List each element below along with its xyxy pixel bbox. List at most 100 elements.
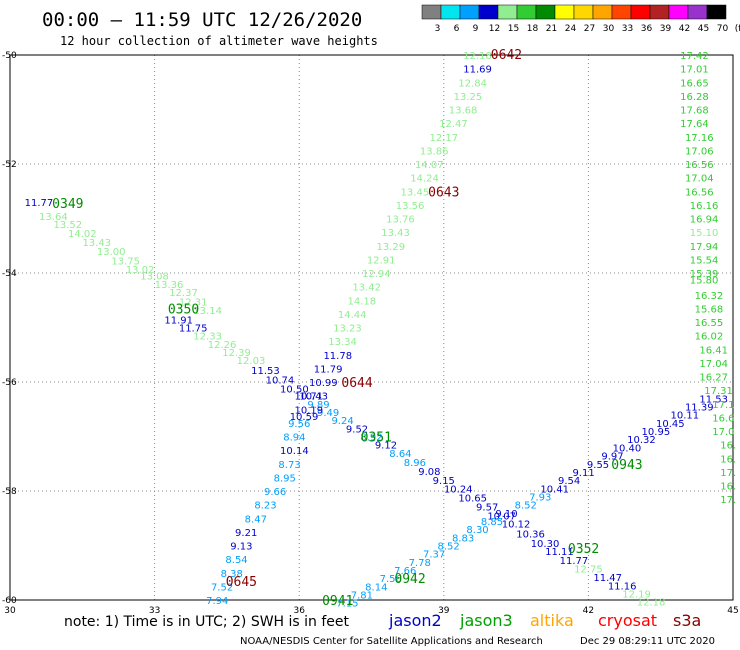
wave-height-value: 13.08 [140, 272, 169, 283]
wave-height-value: 10.95 [642, 427, 671, 438]
chart-title: 00:00 – 11:59 UTC 12/26/2020 [42, 9, 362, 31]
wave-height-value: 9.97 [601, 452, 623, 463]
wave-height-value: 13.25 [454, 92, 483, 103]
wave-height-value: 7.66 [394, 566, 416, 577]
wave-height-value: 10.07 [487, 512, 516, 523]
wave-height-value: 9.52 [346, 424, 368, 435]
wave-height-value: 11.53 [251, 366, 280, 377]
pass-time-label: 0644 [341, 376, 372, 391]
wave-height-value: 10.24 [444, 484, 473, 495]
wave-height-value: 11.39 [685, 403, 714, 414]
wave-height-value: 17.06 [685, 146, 714, 157]
wave-height-value: 10.45 [656, 419, 685, 430]
wave-height-value: 11.69 [463, 65, 492, 76]
wave-height-value: 13.68 [449, 106, 478, 117]
colorbar-label: 6 [454, 24, 460, 34]
legend-cryosat: cryosat [598, 611, 657, 630]
wave-height-value: 12.03 [237, 356, 266, 367]
x-tick-label: 36 [293, 606, 305, 616]
wave-height-value: 16.02 [695, 332, 724, 343]
wave-height-value: 8.54 [225, 555, 247, 566]
wave-height-value: 7.78 [409, 558, 431, 569]
wave-height-value: 12.84 [458, 78, 487, 89]
wave-height-value: 10.12 [502, 520, 531, 531]
wave-height-value: 14.44 [338, 310, 367, 321]
x-axis-ticks: 30 33 36 39 42 45 [4, 606, 738, 616]
wave-height-value: 17.68 [680, 106, 709, 117]
colorbar-label: 27 [584, 24, 595, 34]
wave-height-value: 10.14 [280, 446, 309, 457]
colorbar-swatch [459, 4, 480, 20]
wave-height-value: 16. [720, 441, 736, 452]
wave-height-value: 9.12 [375, 441, 397, 452]
y-tick-label: -54 [2, 269, 17, 279]
legend-jason2: jason2 [388, 611, 442, 630]
wave-height-value: 16.55 [695, 318, 724, 329]
wave-height-value: 7.94 [206, 596, 228, 607]
colorbar-swatch [687, 4, 708, 20]
wave-height-value: 10.41 [540, 484, 569, 495]
pass-time-label: 0942 [394, 572, 425, 587]
wave-height-value: 8.83 [452, 533, 474, 544]
wave-height-value: 8.96 [404, 458, 426, 469]
wave-height-value: 12.18 [637, 598, 666, 609]
wave-height-value: 16.56 [685, 160, 714, 171]
wave-height-value: 16.94 [690, 215, 719, 226]
colorbar-label: 3 [435, 24, 441, 34]
wave-height-value: 13.14 [193, 306, 222, 317]
wave-height-value: 7.52 [211, 582, 233, 593]
wave-height-value: 10.11 [670, 411, 699, 422]
wave-height-value: 13.86 [420, 146, 449, 157]
pass-time-label: 0642 [491, 48, 522, 63]
wave-height-value: 10.30 [531, 539, 560, 550]
wave-height-value: 8.23 [254, 501, 276, 512]
wave-height-value: 17.31 [704, 386, 733, 397]
chart-subtitle: 12 hour collection of altimeter wave hei… [60, 34, 378, 48]
pass-time-label: 0350 [168, 302, 199, 317]
wave-height-value: 9.57 [476, 502, 498, 513]
wave-height-value: 13.76 [386, 215, 415, 226]
wave-height-value: 9.54 [558, 476, 580, 487]
wave-height-value: 8.92 [360, 433, 382, 444]
colorbar-swatch [592, 4, 613, 20]
wave-height-value: 14.18 [348, 296, 377, 307]
colorbar-swatch [668, 4, 689, 20]
wave-height-value: 9.13 [230, 542, 252, 553]
wave-height-value: 11.16 [608, 581, 637, 592]
colorbar-swatch [497, 4, 518, 20]
y-axis-ticks: -50 -52 -54 -56 -58 -60 [2, 51, 17, 606]
x-tick-label: 42 [583, 606, 594, 616]
pass-time-labels: 0349 0350 0351 0352 0642 0643 0644 0645 0941 0942… [52, 48, 642, 609]
colorbar-label: 39 [660, 24, 672, 34]
plot-frame [9, 54, 734, 601]
wave-height-value: 10.74 [266, 375, 295, 386]
wave-height-value: 16.28 [680, 92, 709, 103]
wave-height-value: 8.52 [437, 542, 459, 553]
wave-height-value: 8.95 [274, 473, 296, 484]
wave-height-value: 9.21 [235, 528, 257, 539]
wave-height-value: 9.89 [307, 400, 329, 411]
wave-height-value: 8.73 [278, 460, 300, 471]
wave-height-value: 16.32 [695, 291, 724, 302]
wave-height-value: 16.41 [699, 345, 728, 356]
pass-time-label: 0645 [226, 575, 257, 590]
wave-height-value: 8.47 [245, 514, 267, 525]
x-tick-label: 39 [438, 606, 450, 616]
wave-height-value: 11.91 [164, 315, 193, 326]
wave-height-value: 17.42 [680, 51, 709, 62]
wave-height-value: 13.36 [155, 280, 184, 291]
wave-height-value: 11.75 [179, 324, 208, 335]
colorbar-label: 70 [717, 24, 729, 34]
wave-height-value: 15.80 [690, 276, 719, 287]
wave-height-value: 13.45 [401, 187, 430, 198]
x-tick-label: 30 [4, 606, 16, 616]
wave-height-value: 7.37 [423, 550, 445, 561]
wave-height-value: 9.56 [288, 419, 310, 430]
wave-height-value: 12.31 [179, 297, 208, 308]
pass-time-label: 0941 [322, 594, 353, 609]
y-tick-label: -58 [2, 487, 17, 497]
wave-height-value: 17.16 [685, 133, 714, 144]
wave-height-readings: 11.7713.6413.5214.0213.4313.0013.7513.02… [25, 51, 737, 610]
wave-height-value: 12.75 [574, 564, 603, 575]
